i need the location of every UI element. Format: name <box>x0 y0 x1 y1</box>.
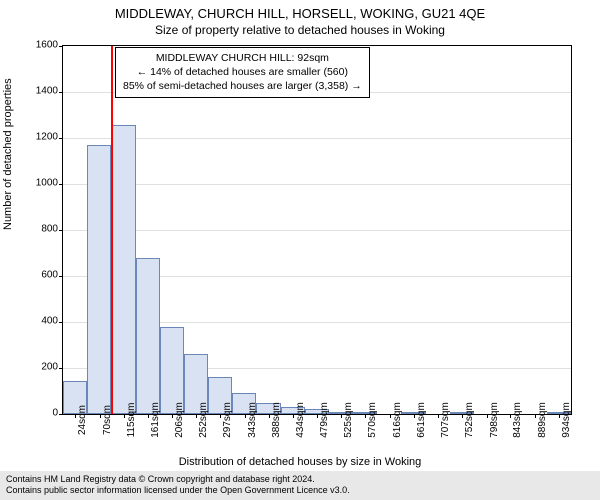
gridline <box>63 230 571 231</box>
xtick-label: 161sqm <box>150 402 161 438</box>
ytick-label: 1600 <box>36 40 58 51</box>
ytick-mark <box>59 184 63 185</box>
gridline <box>63 138 571 139</box>
footer: Contains HM Land Registry data © Crown c… <box>0 471 600 500</box>
xtick-label: 252sqm <box>198 402 209 438</box>
xtick-label: 24sqm <box>77 405 88 435</box>
xtick-mark <box>293 414 294 418</box>
gridline <box>63 184 571 185</box>
xtick-label: 707sqm <box>440 402 451 438</box>
xtick-label: 479sqm <box>319 402 330 438</box>
histogram-bar <box>136 258 160 414</box>
annotation-line2: ← 14% of detached houses are smaller (56… <box>123 65 362 79</box>
xtick-mark <box>317 414 318 418</box>
annotation-box: MIDDLEWAY CHURCH HILL: 92sqm ← 14% of de… <box>115 47 370 98</box>
ytick-label: 400 <box>41 316 58 327</box>
ytick-mark <box>59 276 63 277</box>
xtick-mark <box>245 414 246 418</box>
ytick-label: 200 <box>41 362 58 373</box>
xtick-mark <box>390 414 391 418</box>
xtick-mark <box>124 414 125 418</box>
ytick-label: 1200 <box>36 132 58 143</box>
xtick-mark <box>535 414 536 418</box>
xtick-mark <box>438 414 439 418</box>
xtick-mark <box>148 414 149 418</box>
marker-line <box>111 46 113 414</box>
xtick-label: 661sqm <box>416 402 427 438</box>
ytick-mark <box>59 322 63 323</box>
annotation-line1: MIDDLEWAY CHURCH HILL: 92sqm <box>123 51 362 65</box>
plot-area <box>62 45 572 415</box>
xtick-label: 752sqm <box>464 402 475 438</box>
histogram-bar <box>111 125 135 414</box>
xtick-mark <box>559 414 560 418</box>
ytick-mark <box>59 92 63 93</box>
footer-line2: Contains public sector information licen… <box>6 485 594 497</box>
footer-line1: Contains HM Land Registry data © Crown c… <box>6 474 594 486</box>
xtick-label: 206sqm <box>174 402 185 438</box>
xtick-label: 843sqm <box>512 402 523 438</box>
xtick-mark <box>487 414 488 418</box>
xtick-label: 616sqm <box>392 402 403 438</box>
xtick-label: 798sqm <box>489 402 500 438</box>
xtick-mark <box>100 414 101 418</box>
histogram-bar <box>160 327 184 414</box>
xtick-label: 434sqm <box>295 402 306 438</box>
chart-container: MIDDLEWAY, CHURCH HILL, HORSELL, WOKING,… <box>0 0 600 500</box>
xtick-label: 934sqm <box>561 402 572 438</box>
xtick-mark <box>414 414 415 418</box>
ytick-label: 0 <box>52 408 58 419</box>
ytick-label: 600 <box>41 270 58 281</box>
xtick-mark <box>269 414 270 418</box>
ytick-label: 1000 <box>36 178 58 189</box>
xtick-label: 889sqm <box>537 402 548 438</box>
chart-title: MIDDLEWAY, CHURCH HILL, HORSELL, WOKING,… <box>0 0 600 21</box>
ytick-label: 800 <box>41 224 58 235</box>
ytick-mark <box>59 230 63 231</box>
chart-subtitle: Size of property relative to detached ho… <box>0 21 600 37</box>
histogram-bar <box>87 145 111 414</box>
xtick-label: 115sqm <box>126 403 137 438</box>
xtick-label: 388sqm <box>271 402 282 438</box>
ytick-mark <box>59 46 63 47</box>
xtick-mark <box>172 414 173 418</box>
xtick-label: 343sqm <box>247 402 258 438</box>
ytick-mark <box>59 138 63 139</box>
y-axis-label: Number of detached properties <box>2 78 14 230</box>
annotation-line3: 85% of semi-detached houses are larger (… <box>123 79 362 93</box>
ytick-mark <box>59 414 63 415</box>
xtick-label: 570sqm <box>367 402 378 438</box>
xtick-label: 525sqm <box>343 402 354 438</box>
xtick-mark <box>462 414 463 418</box>
xtick-label: 297sqm <box>222 402 233 438</box>
x-axis-label: Distribution of detached houses by size … <box>0 456 600 468</box>
ytick-label: 1400 <box>36 86 58 97</box>
ytick-mark <box>59 368 63 369</box>
